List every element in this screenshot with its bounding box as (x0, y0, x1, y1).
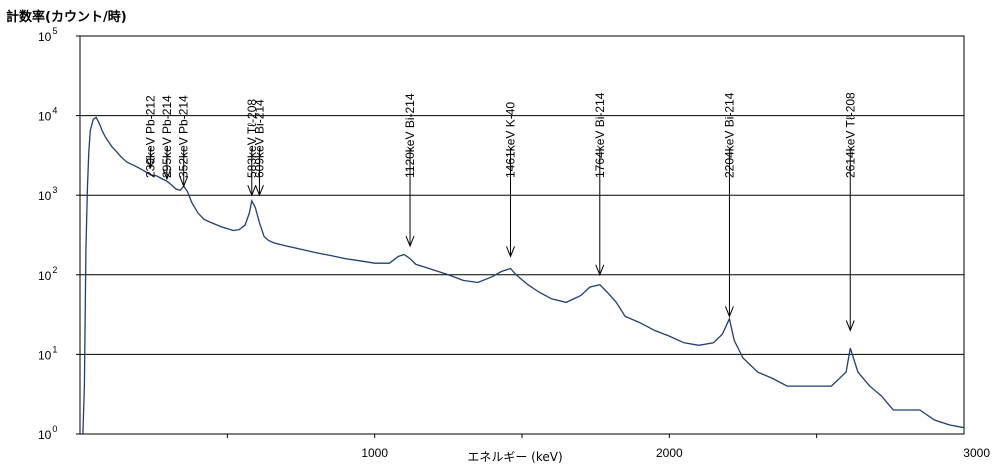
peak-label: 2614keV Tℓ-208 (843, 92, 857, 178)
y-tick-label: 100 (38, 424, 57, 442)
peak-arrow-head (724, 306, 734, 318)
y-tick-exponent: 3 (52, 185, 57, 195)
peak-arrow-head (145, 157, 155, 170)
series-line (82, 116, 965, 435)
y-tick-label: 105 (38, 26, 57, 44)
y-tick-exponent: 1 (52, 344, 57, 354)
peak-arrow-head (845, 320, 855, 332)
peak-label: 239keV Pb-212 (143, 95, 157, 178)
peak-label: 609keV Bi-214 (252, 99, 266, 178)
peak-label: 1461keV K-40 (504, 102, 518, 178)
peak-label: 295keV Pb-214 (160, 95, 174, 178)
x-tick-label: 1000 (361, 446, 388, 460)
peak-arrow-head (247, 185, 257, 197)
peak-label: 352keV Pb-214 (177, 95, 191, 178)
y-axis-title: 計数率(カウント/時) (6, 9, 127, 25)
x-tick-label: 2000 (656, 446, 683, 460)
peak-annotation: 352keV Pb-214 (177, 95, 191, 188)
peak-arrow-head (162, 168, 172, 181)
x-tick-label: 3000 (963, 446, 990, 460)
peak-annotation: 2614keV Tℓ-208 (843, 92, 857, 332)
peak-annotation: 583keV Tℓ-208 (245, 99, 259, 197)
peak-annotation: 1764keV Bi-214 (593, 92, 607, 277)
peak-annotation: 2204keV Bi-214 (722, 92, 736, 318)
peak-annotation: 295keV Pb-214 (160, 95, 174, 181)
peak-arrow-head (506, 246, 515, 258)
peak-annotation: 239keV Pb-212 (143, 95, 157, 178)
peak-annotation: 1120keV Bi-214 (403, 93, 417, 248)
peak-label: 2204keV Bi-214 (722, 92, 736, 178)
plot-area (79, 35, 965, 435)
peak-annotations: 239keV Pb-212 295keV Pb-214 352keV Pb-214 5… (143, 92, 857, 332)
peak-arrow-head (254, 185, 264, 197)
y-tick-label: 103 (38, 185, 57, 203)
peak-annotation: 1461keV K-40 (504, 102, 518, 258)
y-tick-label: 101 (38, 344, 57, 362)
y-tick-label: 104 (38, 106, 57, 124)
y-tick-exponent: 2 (52, 265, 57, 275)
grid-lines (80, 115, 964, 355)
peak-arrow-head (405, 235, 415, 248)
y-tick-exponent: 5 (52, 26, 57, 36)
peak-label: 1120keV Bi-214 (403, 93, 417, 178)
y-tick-exponent: 0 (52, 424, 57, 434)
y-tick-label: 102 (38, 265, 57, 283)
x-axis-title: エネルギー (keV) (467, 450, 562, 464)
x-axis-ticks: 1000 2000 3000 (226, 434, 990, 460)
peak-annotation: 609keV Bi-214 (252, 99, 266, 197)
peak-arrow-head (595, 264, 605, 277)
peak-label: 583keV Tℓ-208 (245, 99, 259, 178)
y-tick-exponent: 4 (52, 106, 57, 116)
peak-arrow-head (179, 175, 189, 188)
peak-label: 1764keV Bi-214 (593, 92, 607, 178)
